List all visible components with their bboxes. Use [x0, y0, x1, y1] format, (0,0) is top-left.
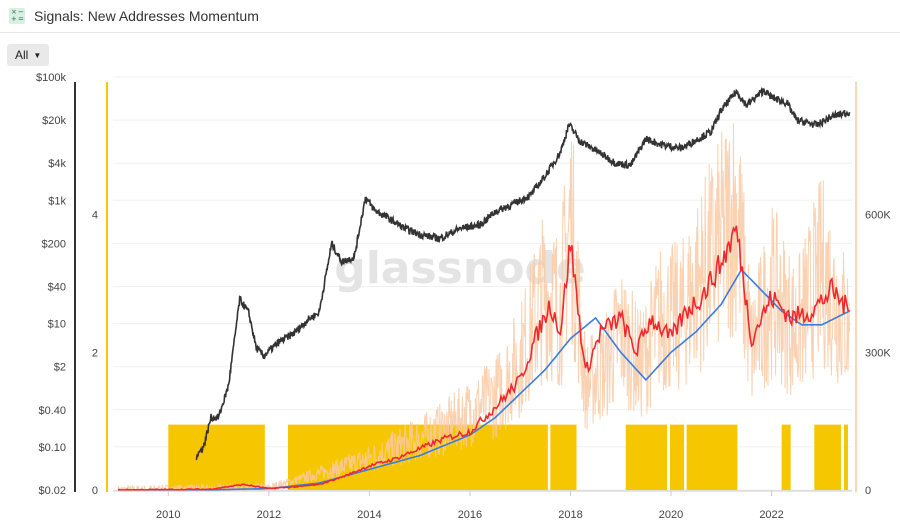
- price-tick-label: $0.02: [38, 485, 66, 497]
- page-header: × − + = Signals: New Addresses Momentum: [0, 0, 900, 33]
- signals-icon: × − + =: [9, 8, 25, 24]
- signal-block-3: [625, 424, 667, 490]
- price-tick-label: $20k: [42, 115, 66, 127]
- price-tick-label: $40: [48, 281, 66, 293]
- price-tick-label: $1k: [48, 195, 66, 207]
- signal-tick-label: 4: [92, 210, 98, 222]
- x-tick-label: 2012: [257, 509, 281, 521]
- chart: glassnode $0.02 $0.10 $0.40 $2 $10 $40 $200 $1k $…: [36, 72, 891, 521]
- signal-block-5: [686, 424, 738, 490]
- price-tick-label: $200: [42, 238, 66, 250]
- signal-tick-label: 2: [92, 347, 98, 359]
- signal-block-2: [550, 424, 577, 490]
- signal-block-6: [781, 424, 791, 490]
- signal-block-0: [168, 424, 265, 490]
- range-filter-label: All: [15, 48, 29, 62]
- addresses-tick-label: 0: [865, 485, 871, 497]
- price-tick-label: $4k: [48, 158, 66, 170]
- signal-block-7: [814, 424, 841, 490]
- x-tick-label: 2014: [357, 509, 381, 521]
- x-tick-label: 2018: [558, 509, 582, 521]
- x-tick-label: 2022: [759, 509, 783, 521]
- chevron-down-icon: ▼: [33, 50, 42, 60]
- x-tick-label: 2016: [458, 509, 482, 521]
- addresses-tick-label: 600K: [865, 210, 891, 222]
- watermark-text: glassnode: [334, 243, 586, 294]
- signal-tick-label: 0: [92, 485, 98, 497]
- price-tick-label: $0.10: [38, 442, 66, 454]
- series-long-ma-line: [118, 268, 850, 491]
- range-filter-dropdown[interactable]: All ▼: [7, 44, 50, 66]
- price-tick-label: $0.40: [38, 405, 66, 417]
- series-price-line: [195, 86, 851, 461]
- signal-block-4: [670, 424, 685, 490]
- series-short-ma-line: [117, 225, 850, 491]
- x-tick-label: 2010: [156, 509, 180, 521]
- price-tick-label: $100k: [36, 72, 66, 84]
- x-tick-label: 2020: [659, 509, 683, 521]
- signal-block-8: [843, 424, 848, 490]
- addresses-tick-label: 300K: [865, 347, 891, 359]
- price-tick-label: $10: [48, 319, 66, 331]
- price-tick-label: $2: [54, 362, 66, 374]
- page-title: Signals: New Addresses Momentum: [34, 8, 259, 24]
